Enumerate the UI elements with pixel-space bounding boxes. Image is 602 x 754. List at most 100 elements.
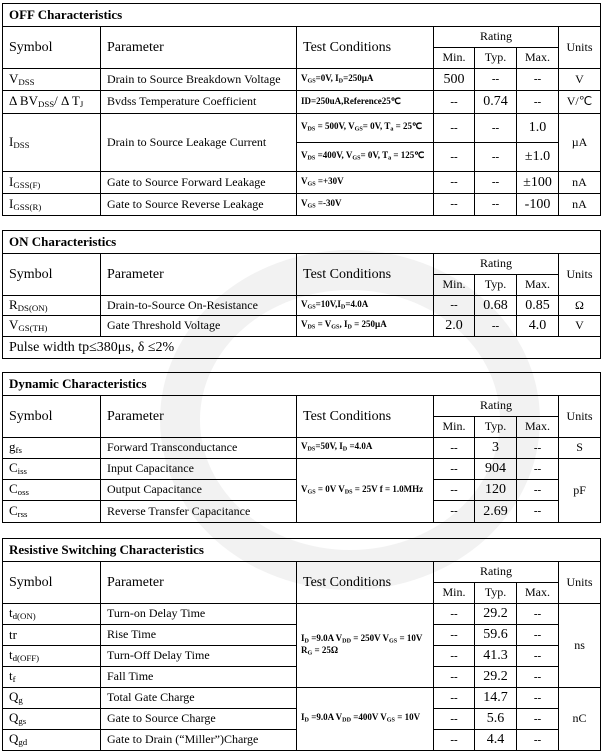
symbol-cell: Qgd [2,729,101,751]
symbol-cell: Ciss [2,458,101,480]
table-row: td(ON) Turn-on Delay Time ID =9.0A VDD = 2… [2,603,602,688]
max-value: -- [516,687,559,709]
units-cell: V [557,315,602,337]
max-value: -- [516,437,559,459]
max-value: -- [516,68,559,91]
header-symbol: Symbol [2,561,101,604]
header-units: Units [557,26,602,69]
header-min: Min. [433,416,475,438]
typ-value: -- [474,142,517,172]
max-value: -- [516,708,559,730]
min-value: -- [433,687,475,709]
table-title-row: ON Characteristics [1,230,602,254]
header-typ: Typ. [474,274,517,296]
header-max: Max. [516,47,559,69]
units-cell: nA [557,193,602,216]
table-title-row: Resistive Switching Characteristics [1,538,602,562]
symbol-cell: RDS(ON) [2,295,101,316]
units-cell: S [557,437,602,459]
test-conditions-cell: VGS=0V, ID=250µA [296,68,434,91]
header-conditions: Test Conditions [296,253,434,296]
min-value: -- [433,729,475,751]
test-conditions-cell: ID=250uA,Reference25℃ [296,90,434,114]
header-rating: Rating [433,253,559,275]
parameter-cell: Gate Threshold Voltage [100,315,297,337]
typ-value: 3 [474,437,517,459]
characteristics-table: ON Characteristics Symbol Parameter Test Co… [1,230,602,359]
min-value: -- [433,142,475,172]
parameter-cell: Gate to Source Reverse Leakage [100,193,297,216]
typ-value: -- [474,315,517,337]
header-typ: Typ. [474,582,517,604]
max-value: ±1.0 [516,142,559,172]
table-row: Coss Output Capacitance -- 120 -- [2,479,601,501]
max-value: -- [516,624,559,646]
test-conditions-cell: VGS =+30V [296,171,434,194]
max-value: -100 [516,193,559,216]
header-rating: Rating [433,26,559,48]
table-title: Dynamic Characteristics [1,372,602,396]
min-value: -- [433,666,475,688]
min-value: -- [433,295,475,316]
table-row: IGSS(R) Gate to Source Reverse Leakage VGS… [2,193,602,216]
header-typ: Typ. [474,416,517,438]
max-value: 1.0 [516,113,559,143]
header-conditions: Test Conditions [296,395,434,438]
min-value: -- [433,500,475,523]
min-value: -- [433,479,475,501]
symbol-cell: Coss [2,479,101,501]
typ-value: 0.68 [474,295,517,316]
typ-value: 904 [474,458,517,480]
parameter-cell: Reverse Transfer Capacitance [100,500,297,523]
table-row: IDSS Drain to Source Leakage Current VDS =… [2,113,602,172]
units-cell: ns [557,603,602,688]
max-value: -- [516,90,559,114]
max-value: 0.85 [516,295,559,316]
max-value: -- [516,479,559,501]
table-row: Qgd Gate to Drain (“Miller”)Charge -- 4.4 -- [2,729,601,751]
min-value: -- [433,603,475,625]
typ-value: 5.6 [474,708,517,730]
header-units: Units [557,253,602,296]
units-cell: nA [557,171,602,194]
typ-value: 0.74 [474,90,517,114]
header-conditions: Test Conditions [296,26,434,69]
characteristics-table: OFF Characteristics Symbol Parameter Test C… [1,3,602,216]
max-value: -- [516,645,559,667]
symbol-cell: td(ON) [2,603,101,625]
header-row: Symbol Parameter Test Conditions Rating Unit… [2,253,602,296]
typ-value: 41.3 [474,645,517,667]
header-units: Units [557,561,602,604]
typ-value: -- [474,171,517,194]
note-row: Pulse width tp≤380μs, δ ≤2% [1,336,602,359]
parameter-cell: Rise Time [100,624,297,646]
max-value: -- [516,729,559,751]
min-value: -- [433,90,475,114]
symbol-cell: Qg [2,687,101,709]
parameter-cell: Bvdss Temperature Coefficient [100,90,297,114]
symbol-cell: IGSS(R) [2,193,101,216]
min-value: -- [433,708,475,730]
min-value: -- [433,645,475,667]
typ-value: 4.4 [474,729,517,751]
test-conditions-cell: VGS = 0V VDS = 25V f = 1.0MHz [296,458,434,523]
table-row: Crss Reverse Transfer Capacitance -- 2.69 -- [2,500,601,523]
header-typ: Typ. [474,47,517,69]
header-rating: Rating [433,561,559,583]
table-title: ON Characteristics [1,230,602,254]
table-row: Δ BVDSS/ Δ TJ Bvdss Temperature Coefficie… [2,90,602,114]
characteristics-table: Dynamic Characteristics Symbol Parameter Te… [1,372,602,523]
header-min: Min. [433,582,475,604]
min-value: -- [433,458,475,480]
header-row: Symbol Parameter Test Conditions Rating Unit… [2,561,602,604]
max-value: -- [516,458,559,480]
typ-value: -- [474,68,517,91]
typ-value: 14.7 [474,687,517,709]
header-symbol: Symbol [2,26,101,69]
typ-value: 59.6 [474,624,517,646]
min-value: -- [433,624,475,646]
parameter-cell: Drain to Source Breakdown Voltage [100,68,297,91]
header-min: Min. [433,274,475,296]
header-parameter: Parameter [100,395,297,438]
min-value: 500 [433,68,475,91]
